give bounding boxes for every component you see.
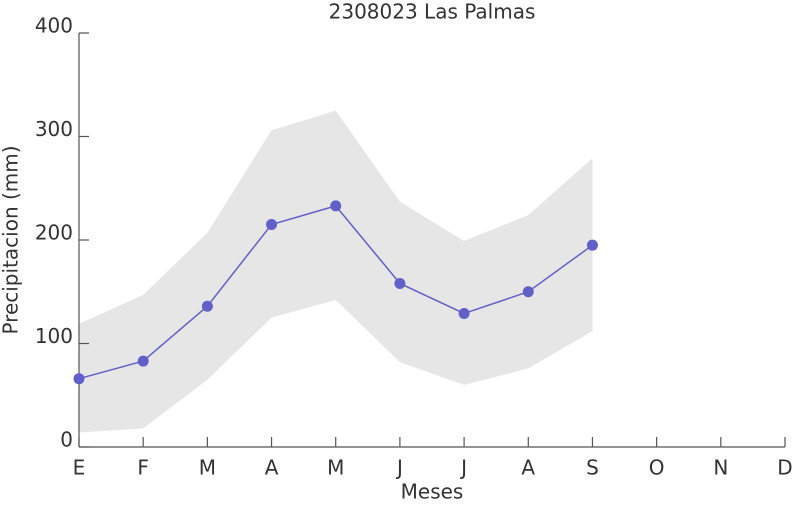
point bbox=[330, 200, 342, 212]
y-axis-label: Precipitacion (mm) bbox=[0, 145, 23, 334]
x-tick-label: E bbox=[73, 456, 86, 480]
x-tick-label: J bbox=[395, 456, 403, 480]
point bbox=[458, 307, 470, 319]
x-tick-label: M bbox=[327, 456, 344, 480]
x-tick-label: F bbox=[137, 456, 149, 480]
x-tick-label: N bbox=[713, 456, 728, 480]
x-axis-label: Meses bbox=[401, 480, 464, 504]
point bbox=[394, 277, 406, 289]
x-tick-label: A bbox=[265, 456, 279, 480]
y-tick-label: 300 bbox=[35, 117, 73, 141]
x-tick-label: J bbox=[459, 456, 467, 480]
y-tick-label: 400 bbox=[35, 14, 73, 38]
x-tick-label: D bbox=[777, 456, 792, 480]
x-tick-label: A bbox=[521, 456, 535, 480]
band bbox=[79, 110, 593, 433]
y-tick-label: 100 bbox=[35, 324, 73, 348]
chart-title: 2308023 Las Palmas bbox=[329, 0, 536, 24]
point bbox=[266, 218, 278, 230]
x-tick-label: S bbox=[586, 456, 599, 480]
point bbox=[522, 286, 534, 298]
point bbox=[586, 239, 598, 251]
y-tick-label: 200 bbox=[35, 221, 73, 245]
x-tick-label: M bbox=[199, 456, 216, 480]
point bbox=[73, 373, 85, 385]
point bbox=[137, 355, 149, 367]
y-tick-label: 0 bbox=[60, 428, 73, 452]
x-tick-label: O bbox=[649, 456, 665, 480]
point bbox=[201, 300, 213, 312]
